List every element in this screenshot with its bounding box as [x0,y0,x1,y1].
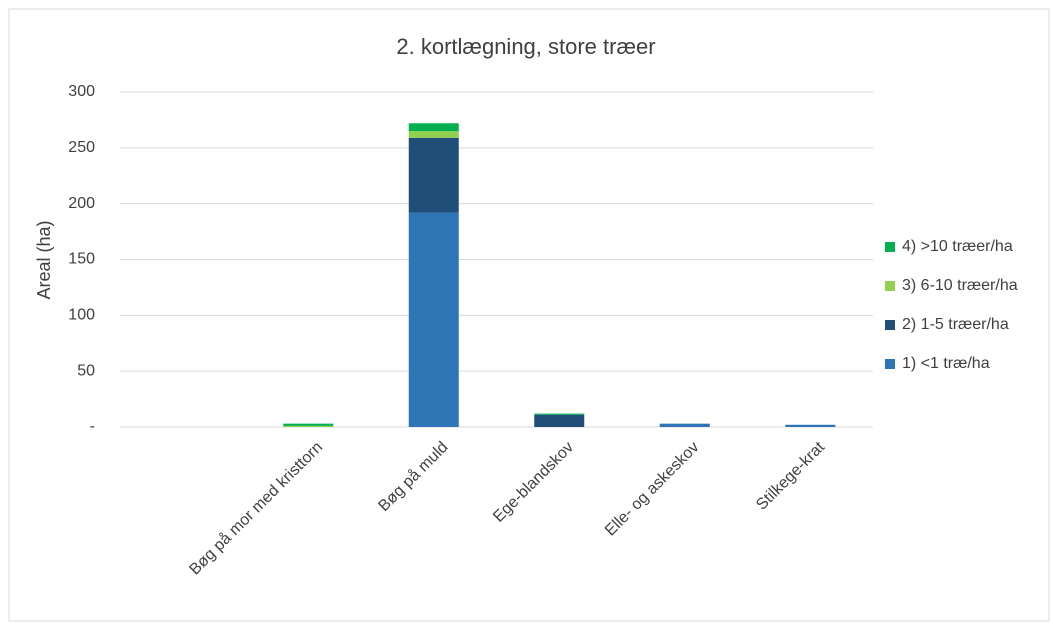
y-tick-label: - [90,418,95,435]
bar-segment [283,423,334,426]
bar-segment [408,212,459,427]
y-tick-label: 300 [68,83,95,100]
legend-swatch [885,281,895,291]
legend-label: 2) 1-5 træer/ha [902,316,1009,333]
bar-segment [534,413,585,415]
bar-segment [659,423,710,427]
y-axis-label: Areal (ha) [34,220,54,299]
bar-segment [408,131,459,138]
legend-label: 4) >10 træer/ha [902,238,1013,255]
y-tick-label: 250 [68,139,95,156]
bar-segment [283,425,334,427]
chart-title: 2. kortlægning, store træer [396,34,655,59]
legend-swatch [885,320,895,330]
bar-segment [534,414,585,427]
y-tick-label: 150 [68,251,95,268]
legend-swatch [885,242,895,252]
bar-segment [408,123,459,132]
y-tick-label: 100 [68,307,95,324]
legend-label: 3) 6-10 træer/ha [902,277,1018,294]
legend-swatch [885,359,895,369]
legend-label: 1) <1 træ/ha [902,355,990,372]
y-tick-label: 200 [68,195,95,212]
bar-segment [785,424,836,427]
y-tick-label: 50 [77,362,95,379]
bar-segment [408,137,459,213]
